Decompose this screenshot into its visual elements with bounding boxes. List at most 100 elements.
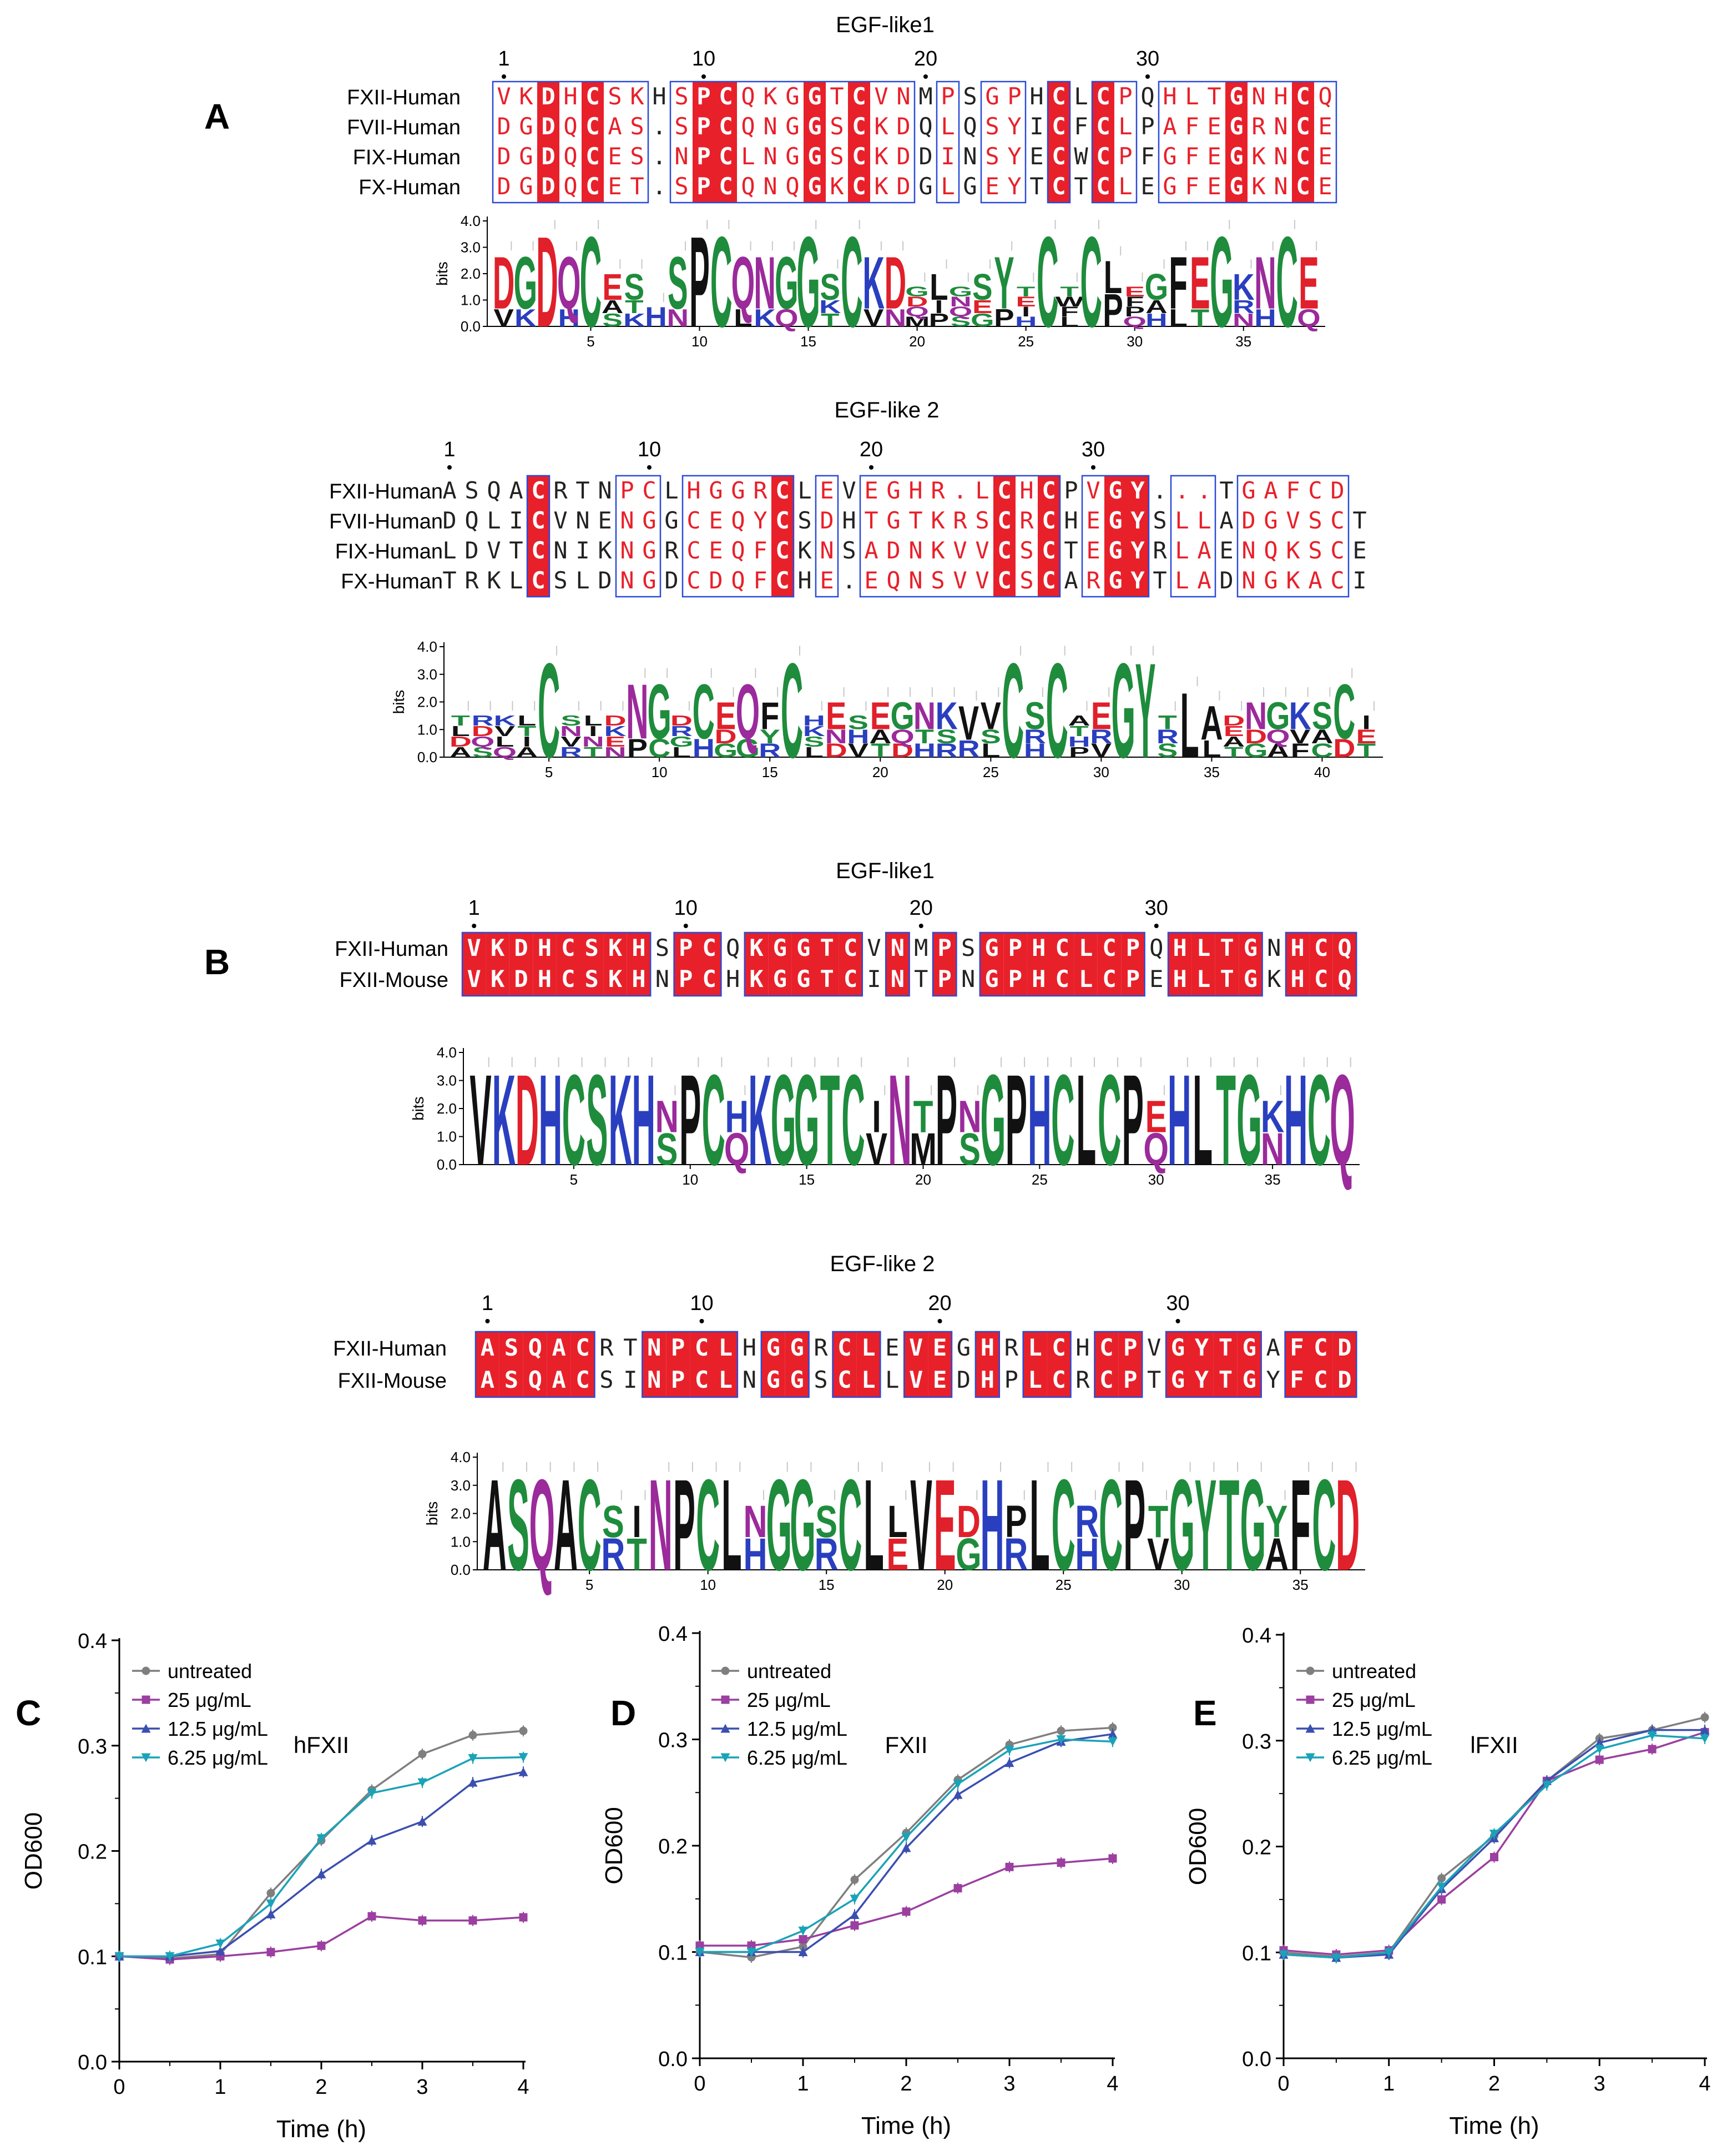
ruler-label: 10 [690, 1292, 713, 1315]
conserved-column [1309, 1332, 1333, 1397]
sequence-name: FIX-Human [335, 540, 443, 563]
logo-y-tick-label: 2.0 [461, 265, 481, 282]
ruler-dot [701, 74, 706, 79]
conserved-column [627, 933, 651, 996]
x-tick-label: 0 [694, 2072, 705, 2095]
logo-letter: E [1356, 726, 1377, 747]
similarity-box [492, 80, 649, 204]
data-point [518, 1753, 528, 1762]
logo-letter: P [929, 310, 950, 331]
logo-letter: T [913, 1092, 933, 1142]
ruler-label: 1 [443, 438, 455, 461]
logo-letter: E [972, 296, 993, 318]
alignment-title: EGF-like 2 [830, 1252, 935, 1276]
logo-letter: N [667, 304, 689, 332]
y-tick-label: 0.2 [1242, 1836, 1271, 1860]
logo-y-label: bits [423, 1502, 441, 1526]
logo-letter: H [1028, 1048, 1051, 1193]
ruler-label: 30 [1145, 896, 1168, 920]
similarity-box [832, 1331, 881, 1398]
data-point [519, 1913, 528, 1922]
logo-letter: C [1099, 1453, 1123, 1598]
conserved-column [1286, 933, 1310, 996]
data-point [142, 1695, 150, 1704]
data-point [1108, 1854, 1117, 1863]
logo-y-label: bits [390, 690, 407, 714]
conserved-column [1215, 933, 1239, 996]
y-tick-label: 0.0 [1242, 2048, 1271, 2071]
legend-label: 6.25 μg/mL [747, 1746, 847, 1769]
data-point [1437, 1874, 1446, 1883]
logo-letter: D [450, 734, 472, 750]
data-point [142, 1666, 150, 1675]
conserved-column [1191, 933, 1215, 996]
logo-letter: N [655, 1092, 679, 1142]
logo-letter: S [586, 1048, 608, 1193]
logo-letter: F [1060, 304, 1078, 320]
logo-letter: D [472, 723, 494, 739]
logo-letter: L [451, 723, 470, 739]
ruler-dot [472, 924, 477, 928]
logo-letter: N [913, 695, 936, 738]
logo-letter: S [951, 314, 971, 330]
logo-letter: T [1357, 739, 1376, 761]
logo-letter: K [1289, 695, 1311, 738]
data-point [798, 1926, 808, 1936]
data-point [1108, 1729, 1118, 1739]
logo-letter: C [841, 209, 863, 354]
data-point [1384, 1948, 1394, 1957]
logo-letter: Q [529, 1453, 555, 1598]
logo-letter: R [1024, 726, 1046, 747]
data-point [215, 1946, 225, 1956]
logo-letter: C [702, 1048, 725, 1193]
logo-letter: K [623, 310, 645, 331]
data-point [316, 1834, 326, 1843]
logo-y-tick-label: 1.0 [461, 292, 481, 309]
logo-letter: C [1002, 636, 1024, 787]
logo-letter: V [469, 1048, 491, 1193]
conserved-column [1237, 1332, 1261, 1397]
conserved-column [1285, 1332, 1309, 1397]
logo-y-tick-label: 2.0 [437, 1100, 457, 1117]
logo-y-tick-label: 1.0 [437, 1129, 457, 1145]
y-tick-label: 0.0 [658, 2048, 688, 2071]
logo-letter: T [451, 713, 471, 729]
logo-letter: R [560, 744, 582, 760]
y-tick-label: 0.1 [658, 1942, 688, 1965]
logo-y-tick-label: 2.0 [417, 694, 437, 711]
logo-letter: E [1299, 241, 1319, 325]
ruler-label: 20 [928, 1292, 951, 1315]
conserved-column [499, 1332, 523, 1397]
conserved-column [1074, 933, 1098, 996]
logo-letter: V [910, 1453, 932, 1598]
logo-letter: A [1068, 713, 1090, 729]
logo-letter: S [815, 1497, 837, 1547]
logo-letter: R [670, 723, 693, 739]
logo-letter: N [825, 726, 847, 747]
x-tick-label: 4 [517, 2076, 529, 2099]
logo-letter: K [514, 304, 537, 332]
data-point [902, 1907, 911, 1916]
legend-label: 12.5 μg/mL [747, 1717, 847, 1740]
conserved-column [1023, 1332, 1047, 1397]
logo-letter: C [578, 1453, 602, 1598]
logo-x-tick-label: 5 [585, 1576, 593, 1593]
logo-letter: C [841, 1048, 865, 1193]
logo-letter: L [930, 266, 948, 308]
similarity-box [669, 80, 916, 204]
logo-letter: R [1075, 1497, 1099, 1547]
legend-label: 25 μg/mL [747, 1689, 831, 1711]
logo-letter: H [539, 1048, 562, 1193]
data-point [1005, 1862, 1014, 1871]
logo-letter: G [949, 284, 973, 299]
logo-x-tick-label: 35 [1204, 764, 1220, 780]
logo-letter: R [1090, 726, 1112, 747]
data-point [798, 1947, 808, 1956]
data-point [519, 1726, 528, 1735]
y-axis-label: OD600 [20, 1812, 47, 1890]
logo-letter: D [670, 713, 693, 729]
ruler-dot [937, 1319, 942, 1323]
panel-label: C [16, 1693, 41, 1733]
logo-letter: L [1060, 314, 1078, 330]
